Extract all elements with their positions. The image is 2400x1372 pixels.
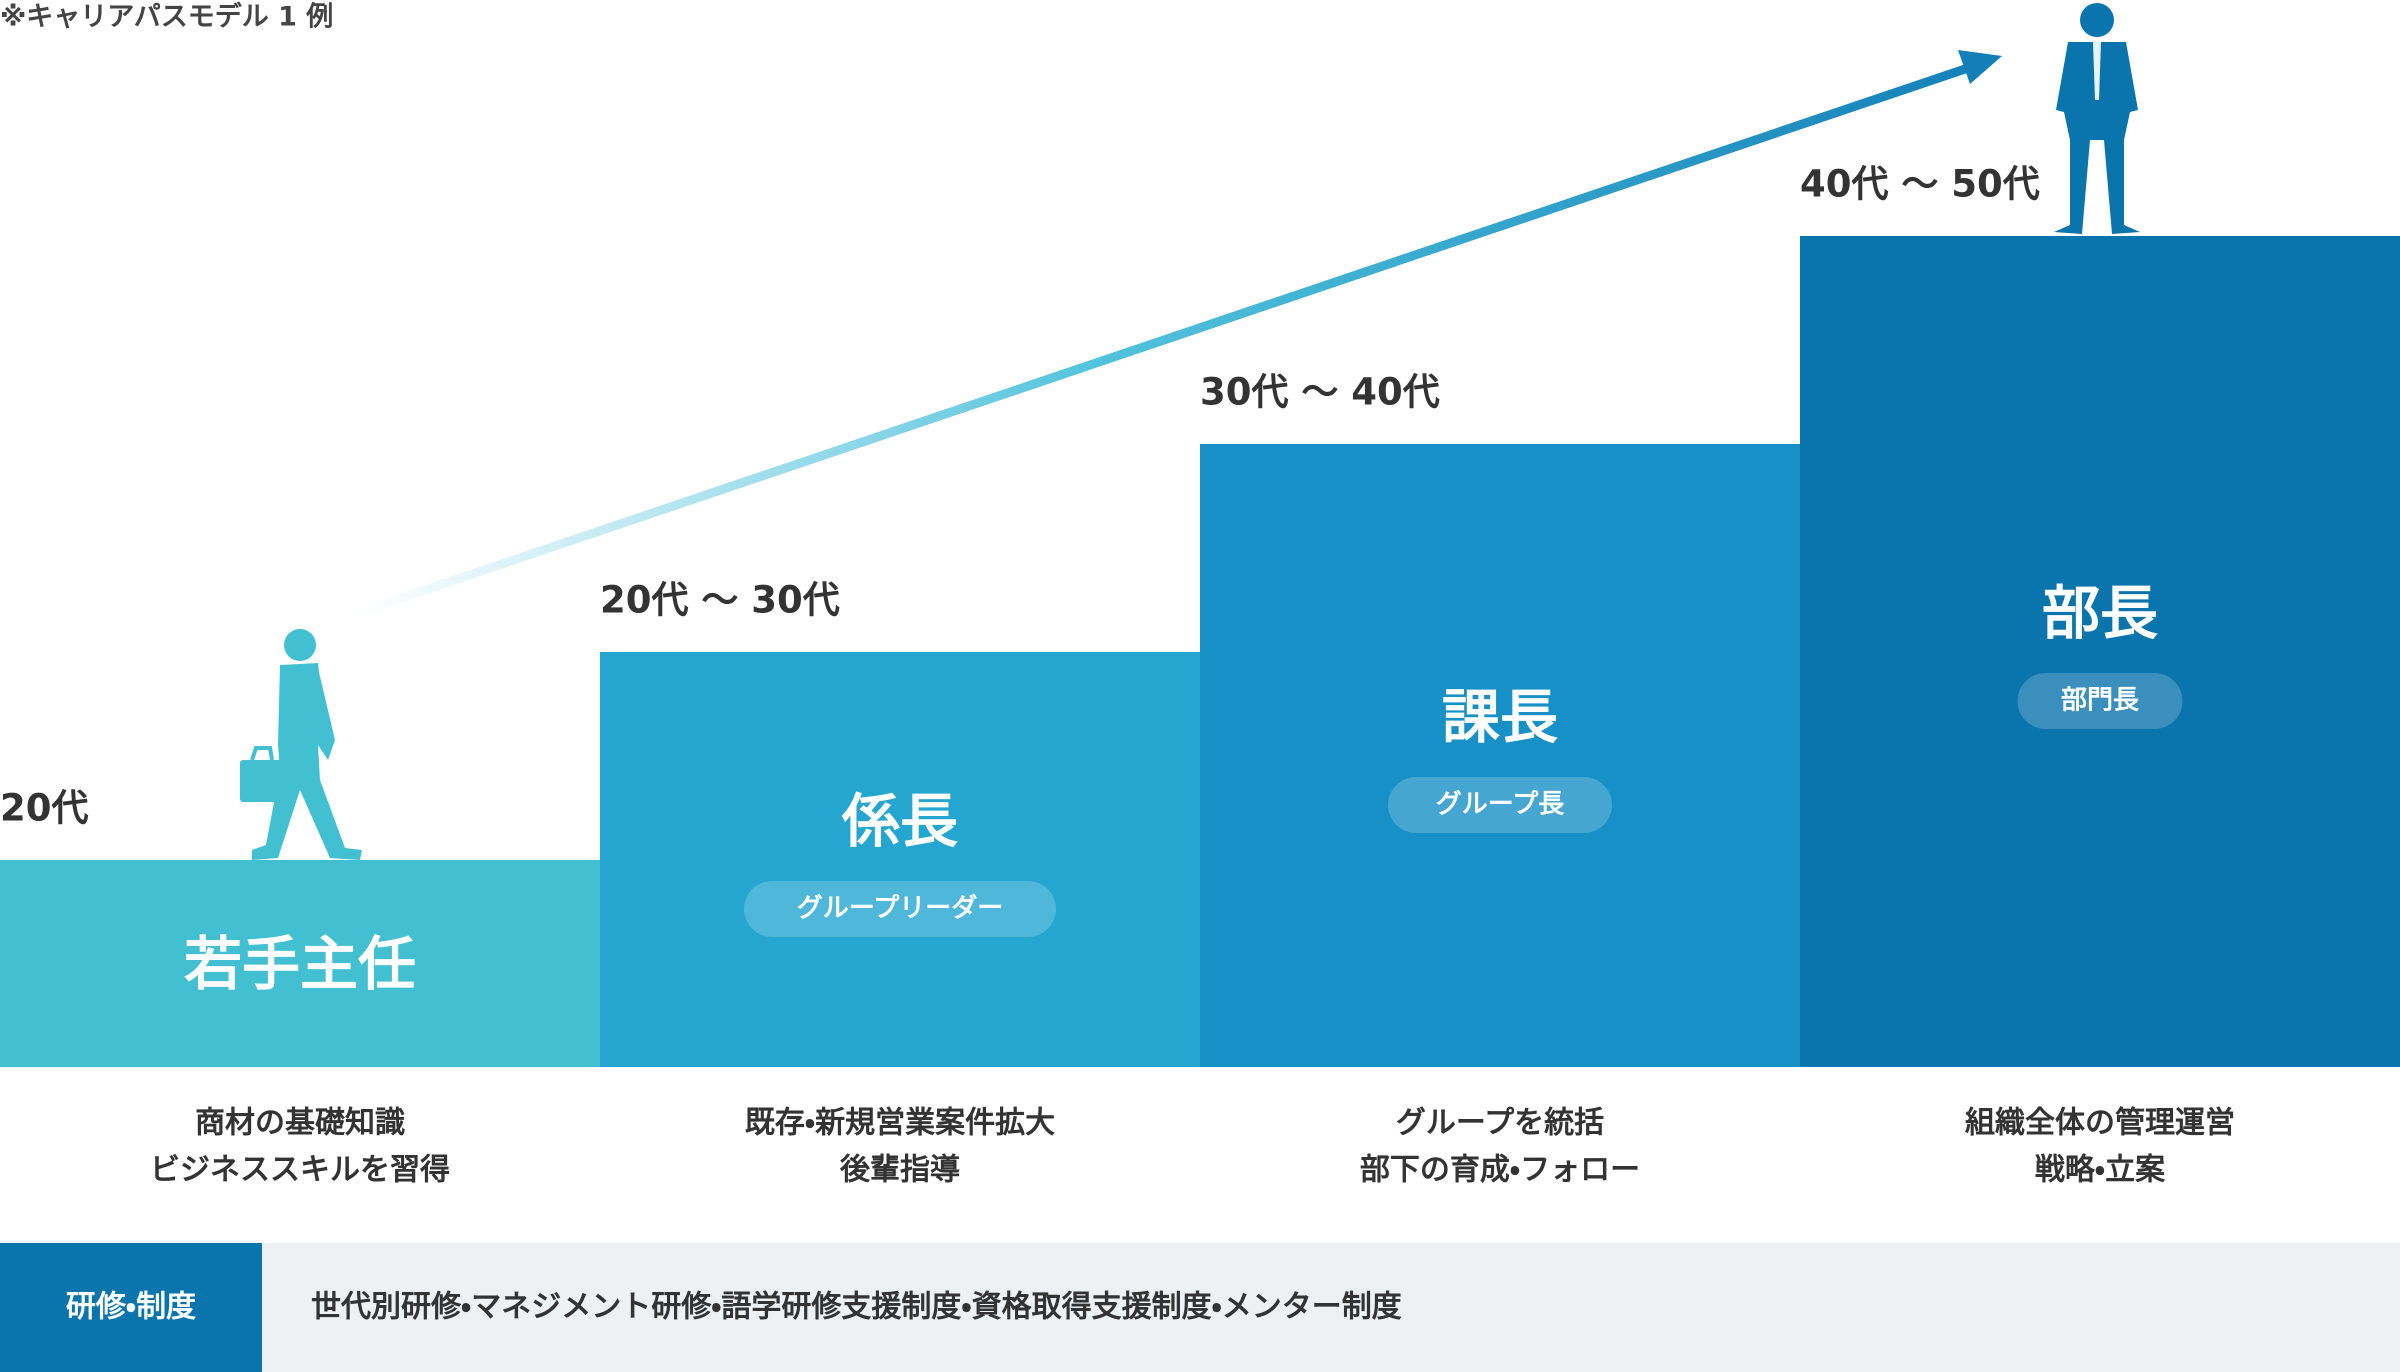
role-label: グループ長 — [1436, 790, 1564, 820]
position-title: 若手主任 — [184, 930, 416, 998]
description: 戦略・立案 — [2035, 1153, 2166, 1188]
age-label: 20代 — [0, 787, 89, 830]
position-title: 係長 — [841, 787, 958, 855]
growth-arrow — [358, 63, 1970, 617]
position-title: 課長 — [1442, 683, 1558, 751]
description: グループを統括 — [1396, 1106, 1604, 1141]
description: ビジネススキルを習得 — [150, 1153, 450, 1188]
standing-person — [2054, 3, 2140, 234]
training-label-box — [0, 1243, 262, 1372]
age-label: 20代 ～ 30代 — [600, 579, 840, 622]
note: ※キャリアパスモデル 1 例 — [0, 1, 333, 33]
training-label: 研修・制度 — [66, 1290, 196, 1325]
arrow-head — [1958, 50, 2002, 84]
step — [1800, 236, 2400, 1067]
description: 商材の基礎知識 — [195, 1106, 405, 1141]
description: 部下の育成・フォロー — [1360, 1153, 1640, 1188]
role-pill — [2017, 673, 2183, 729]
age-label: 40代 ～ 50代 — [1800, 163, 2040, 206]
position-title: 部長 — [2042, 579, 2158, 647]
description: 組織全体の管理運営 — [1965, 1106, 2235, 1141]
role-label: 部門長 — [2061, 686, 2139, 716]
role-pill — [1388, 777, 1612, 833]
role-label: グループリーダー — [797, 893, 1003, 924]
walking-person — [240, 629, 362, 860]
description: 後輩指導 — [839, 1153, 960, 1188]
training-text: 世代別研修・マネジメント研修・語学研修支援制度・資格取得支援制度・メンター制度 — [311, 1290, 1402, 1325]
step — [600, 652, 1200, 1067]
age-label: 30代 ～ 40代 — [1200, 371, 1440, 414]
step — [1200, 444, 1800, 1067]
step — [0, 860, 600, 1067]
description: 既存・新規営業案件拡大 — [745, 1106, 1055, 1141]
role-pill — [744, 881, 1056, 937]
training-bar — [0, 1243, 2400, 1372]
